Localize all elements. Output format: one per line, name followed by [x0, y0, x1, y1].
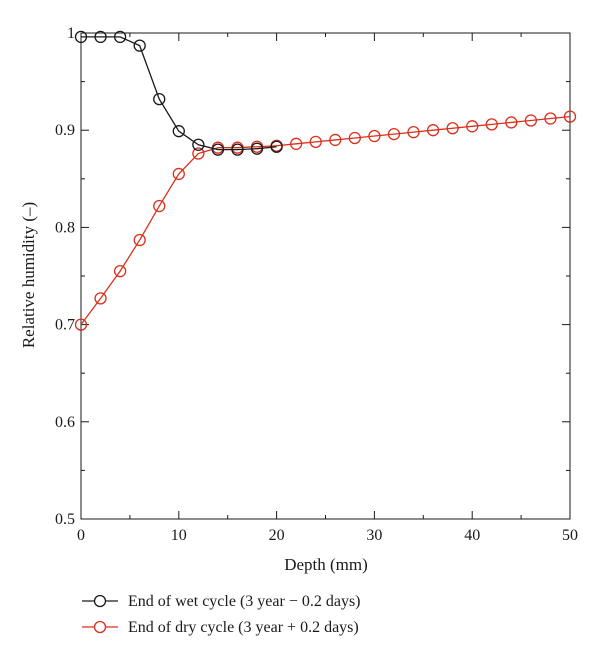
data-point — [94, 292, 107, 305]
data-point — [153, 199, 166, 213]
data-point — [348, 131, 361, 145]
data-point — [172, 125, 185, 138]
y-tick-label: 1 — [67, 25, 75, 42]
data-point — [250, 142, 264, 155]
data-point — [231, 143, 244, 156]
series-line — [80, 115, 571, 325]
legend-label: End of dry cycle (3 year + 0.2 days) — [128, 619, 359, 636]
data-point — [407, 125, 420, 139]
data-point — [74, 318, 88, 331]
data-point — [368, 129, 381, 143]
x-axis-label: Depth (mm) — [284, 555, 368, 574]
series-line — [81, 36, 277, 151]
data-point — [94, 30, 107, 44]
y-tick-label: 0.8 — [55, 219, 75, 236]
y-tick-label: 0.7 — [55, 317, 75, 334]
x-tick-label: 0 — [77, 527, 85, 544]
data-point — [172, 167, 185, 181]
data-point — [446, 122, 459, 135]
y-tick-label: 0.9 — [55, 122, 75, 139]
data-point — [505, 116, 518, 129]
data-point — [309, 135, 322, 149]
data-point — [270, 140, 283, 153]
y-tick-label: 0.5 — [55, 511, 75, 528]
data-point — [133, 39, 146, 52]
data-point — [329, 133, 342, 147]
x-tick-label: 40 — [464, 527, 480, 544]
data-point — [387, 127, 401, 141]
data-point — [74, 30, 88, 44]
legend-marker — [93, 594, 107, 608]
data-point — [192, 147, 205, 160]
data-point — [524, 114, 538, 127]
legend: End of wet cycle (3 year − 0.2 days) End … — [82, 593, 361, 636]
series-1 — [74, 110, 577, 331]
plot-frame — [80, 32, 571, 520]
data-point — [133, 233, 146, 247]
data-point — [113, 30, 127, 44]
x-tick-label: 20 — [269, 527, 285, 544]
legend-item: End of dry cycle (3 year + 0.2 days) — [82, 619, 359, 636]
data-point — [485, 118, 498, 131]
y-axis-label: Relative humidity (–) — [19, 202, 38, 348]
data-point — [192, 138, 205, 151]
legend-item: End of wet cycle (3 year − 0.2 days) — [82, 593, 361, 610]
legend-label: End of wet cycle (3 year − 0.2 days) — [128, 593, 361, 610]
data-point — [290, 137, 303, 150]
data-point — [113, 264, 127, 278]
data-point — [563, 110, 577, 123]
data-point — [466, 120, 479, 133]
data-point — [544, 112, 557, 125]
y-tick-label: 0.6 — [55, 414, 75, 431]
legend-marker — [93, 620, 107, 634]
data-point — [426, 124, 440, 137]
x-tick-label: 50 — [562, 527, 578, 544]
data-point — [211, 143, 225, 156]
data-point — [153, 92, 166, 106]
x-tick-label: 30 — [366, 527, 382, 544]
x-tick-label: 10 — [171, 527, 187, 544]
series-0 — [74, 30, 283, 156]
